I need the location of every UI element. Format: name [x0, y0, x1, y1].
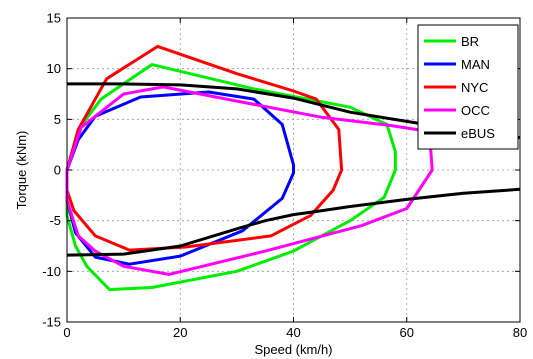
x-tick-label: 80	[513, 325, 527, 340]
x-tick-label: 40	[286, 325, 300, 340]
series-line-nyc	[65, 44, 344, 252]
y-tick-label: 15	[47, 11, 61, 26]
series-line-occ	[65, 85, 434, 276]
y-tick-label: -15	[42, 315, 61, 330]
axes-frame	[66, 17, 521, 323]
y-tick-label: 5	[54, 112, 61, 127]
y-tick-label: -10	[42, 264, 61, 279]
legend-label-nyc: NYC	[461, 80, 488, 95]
x-tick-label: 60	[400, 325, 414, 340]
legend-label-ebus: eBUS	[461, 126, 495, 141]
y-axis-label: Torque (kNm)	[14, 131, 29, 210]
y-tick-label: 10	[47, 61, 61, 76]
y-tick-label: -5	[49, 213, 61, 228]
legend-label-br: BR	[461, 34, 479, 49]
series-line-br	[65, 63, 397, 292]
series-line-ebus-lower	[66, 187, 521, 257]
x-tick-label: 0	[63, 325, 70, 340]
y-tick-label: 0	[54, 163, 61, 178]
legend-label-occ: OCC	[461, 103, 490, 118]
legend: BR MAN NYC OCC eBUS	[417, 24, 519, 150]
x-axis-label: Speed (km/h)	[254, 342, 332, 357]
tick-labels: 0 20 40 60 80 -15 -10 -5 0 5 10 15	[42, 11, 527, 341]
legend-label-man: MAN	[461, 57, 490, 72]
x-tick-label: 20	[173, 325, 187, 340]
series-line-man	[65, 90, 295, 266]
